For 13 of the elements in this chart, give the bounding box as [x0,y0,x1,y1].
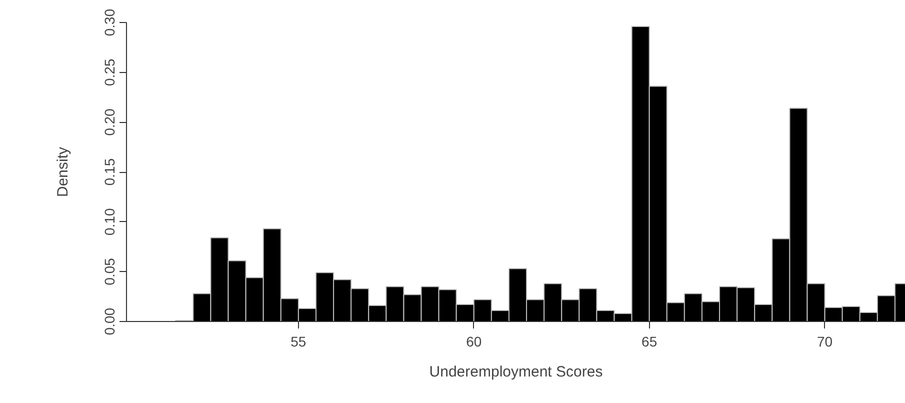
x-axis-title: Underemployment Scores [429,364,603,380]
y-tick-label: 0.25 [102,58,118,86]
y-tick-label: 0.10 [102,208,118,236]
y-tick-label: 0.20 [102,108,118,136]
y-tick-label: 0.05 [102,258,118,286]
y-tick-label: 0.15 [102,158,118,186]
y-tick-label: 0.00 [102,308,118,336]
x-tick-label: 55 [290,334,306,350]
x-tick-label: 70 [817,334,833,350]
y-tick-label: 0.30 [102,8,118,36]
y-axis-title: Density [54,146,72,198]
x-tick-label: 60 [466,334,482,350]
x-tick-label: 65 [642,334,658,350]
